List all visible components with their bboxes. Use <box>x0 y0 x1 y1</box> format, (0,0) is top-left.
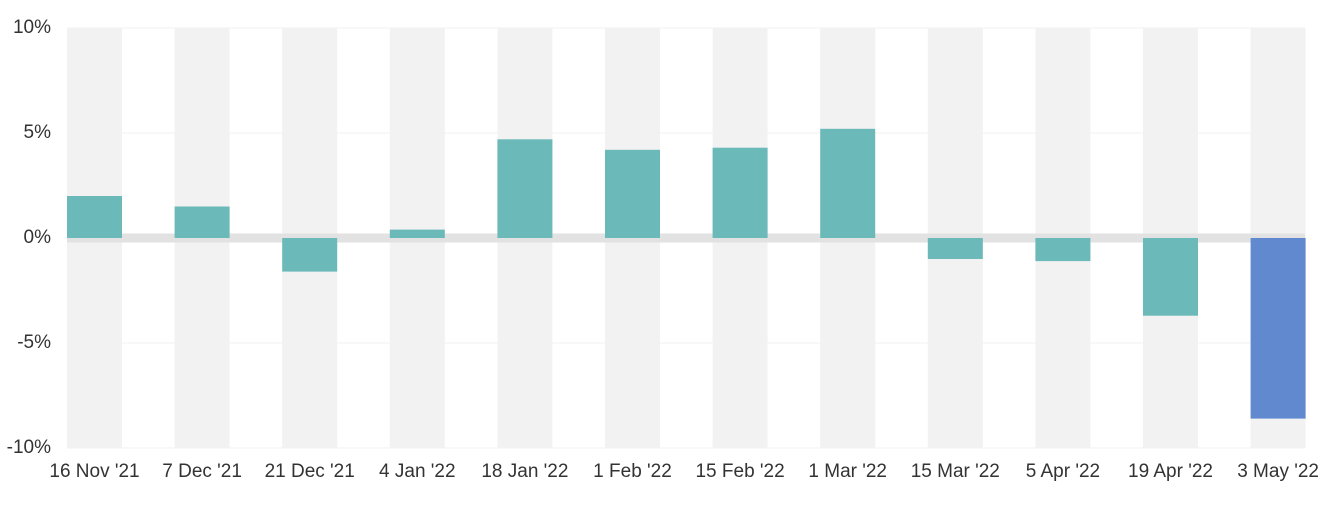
bar <box>282 238 338 272</box>
y-tick-label: -5% <box>17 332 51 353</box>
bar <box>1035 238 1091 262</box>
bar <box>927 238 983 259</box>
bar <box>497 139 553 238</box>
bar <box>820 128 876 238</box>
x-tick-label: 5 Apr '22 <box>1026 461 1100 482</box>
y-tick-label: 10% <box>13 17 51 38</box>
bar <box>712 147 768 238</box>
x-tick-label: 4 Jan '22 <box>379 461 456 482</box>
x-tick-label: 1 Mar '22 <box>808 461 887 482</box>
bar <box>389 229 445 238</box>
bar <box>174 206 230 238</box>
x-tick-label: 19 Apr '22 <box>1128 461 1213 482</box>
bar <box>605 149 660 238</box>
y-tick-label: 0% <box>24 227 52 248</box>
x-tick-label: 15 Mar '22 <box>911 461 1000 482</box>
x-tick-label: 7 Dec '21 <box>162 461 242 482</box>
y-tick-label: 5% <box>24 122 52 143</box>
bar <box>67 196 122 238</box>
bar <box>1250 238 1306 419</box>
x-tick-label: 16 Nov '21 <box>49 461 139 482</box>
bar <box>1143 238 1198 316</box>
x-tick-label: 18 Jan '22 <box>481 461 568 482</box>
x-tick-label: 21 Dec '21 <box>265 461 355 482</box>
x-tick-label: 15 Feb '22 <box>695 461 784 482</box>
x-tick-label: 1 Feb '22 <box>593 461 672 482</box>
x-tick-label: 3 May '22 <box>1237 461 1319 482</box>
y-tick-label: -10% <box>7 437 51 458</box>
